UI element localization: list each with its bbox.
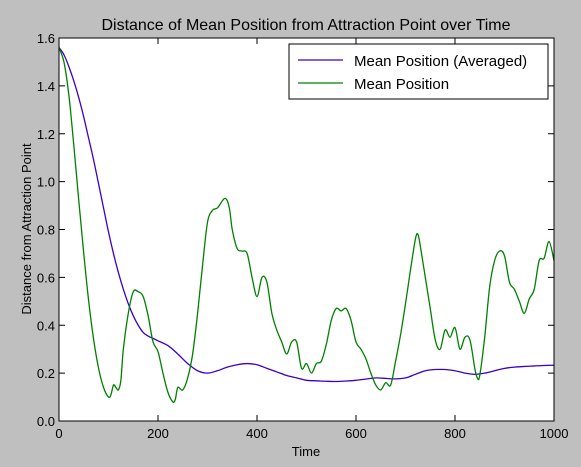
x-tick-label: 1000 [540,426,569,441]
series-line-averaged [59,47,554,383]
axis-ticks: 0 200 400 600 800 1000 0.0 0.2 0.4 0.6 0.8 1.0 1.2 1.… [37,31,569,441]
x-tick-label: 600 [345,426,367,441]
legend-box [288,43,549,100]
legend-label-mean-position: Mean Position [354,76,449,93]
plot-area [59,38,554,421]
x-tick-label: 800 [444,426,466,441]
series-line-mean-position [59,47,554,403]
legend: Mean Position (Averaged) Mean Position [288,43,549,100]
chart-title: Distance of Mean Position from Attractio… [101,17,510,34]
y-tick-label: 0.2 [37,366,55,381]
y-tick-label: 0.8 [37,223,55,238]
y-axis-label: Distance from Attraction Point [19,143,34,315]
y-tick-label: 1.2 [37,127,55,142]
x-tick-label: 400 [246,426,268,441]
x-axis-label: Time [292,444,320,459]
legend-label-averaged: Mean Position (Averaged) [354,53,527,70]
y-tick-label: 1.4 [37,79,55,94]
y-tick-label: 0.4 [37,318,55,333]
y-tick-label: 0.0 [37,414,55,429]
y-tick-label: 1.0 [37,175,55,190]
y-tick-label: 1.6 [37,31,55,46]
y-tick-label: 0.6 [37,270,55,285]
x-tick-label: 200 [147,426,169,441]
series-layer [59,47,554,403]
x-tick-label: 0 [55,426,62,441]
